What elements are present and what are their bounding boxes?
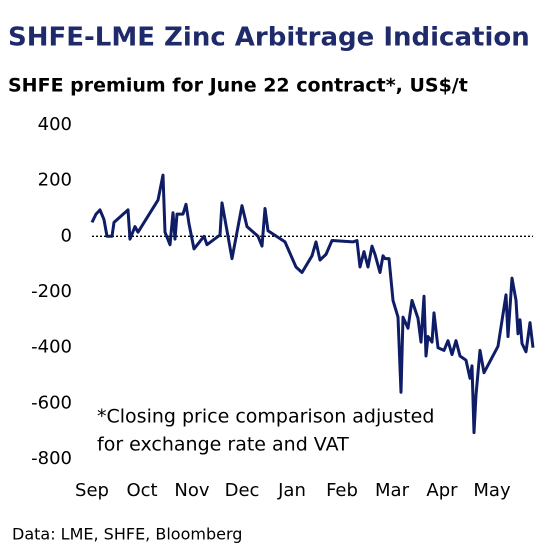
- x-tick-label: May: [473, 480, 511, 501]
- x-tick-label: Sep: [75, 480, 109, 501]
- x-tick-label: Jan: [277, 480, 306, 501]
- y-tick-label: -400: [31, 337, 72, 358]
- annotation: for exchange rate and VAT: [97, 434, 349, 456]
- x-tick-label: Feb: [326, 480, 358, 501]
- x-tick-label: Dec: [225, 480, 260, 501]
- x-tick-label: Mar: [375, 480, 410, 501]
- chart-subtitle: SHFE premium for June 22 contract*, US$/…: [8, 75, 468, 97]
- chart-title: SHFE-LME Zinc Arbitrage Indication: [8, 23, 530, 53]
- line-series: [90, 173, 535, 435]
- y-tick-label: 200: [38, 170, 72, 191]
- x-tick-label: Apr: [426, 480, 458, 501]
- x-tick-label: Oct: [126, 480, 157, 501]
- y-tick-label: 0: [61, 225, 72, 246]
- annotation: *Closing price comparison adjusted: [97, 406, 434, 428]
- source: Data: LME, SHFE, Bloomberg: [12, 525, 242, 544]
- y-tick-label: -600: [31, 392, 72, 413]
- y-tick-label: -200: [31, 281, 72, 302]
- y-tick-label: -800: [31, 448, 72, 469]
- x-tick-label: Nov: [174, 480, 209, 501]
- y-tick-label: 400: [38, 114, 72, 135]
